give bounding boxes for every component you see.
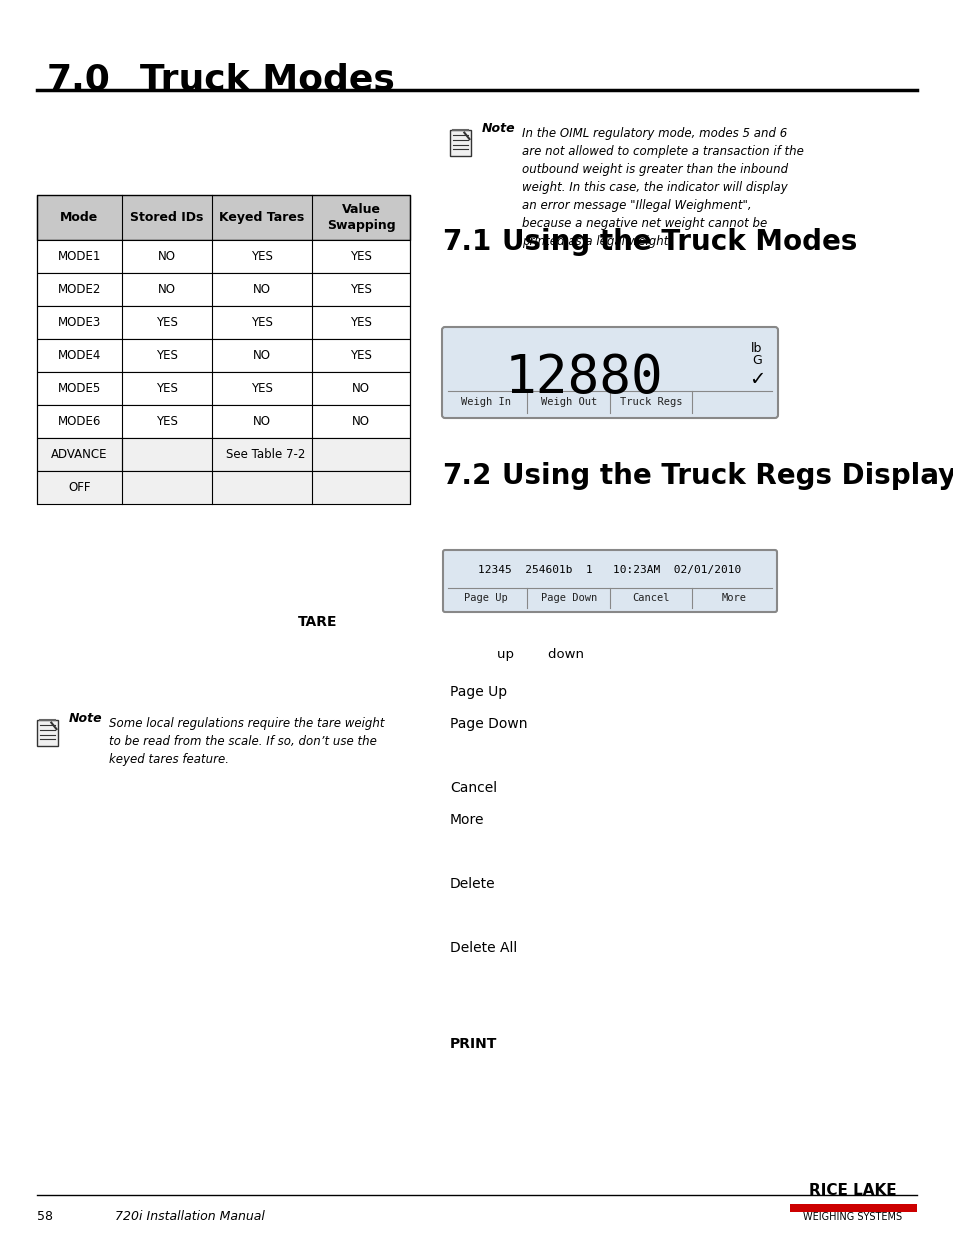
- Text: MODE1: MODE1: [58, 249, 101, 263]
- Text: Weigh In: Weigh In: [460, 396, 511, 408]
- Bar: [37, 306, 410, 338]
- Text: WEIGHING SYSTEMS: WEIGHING SYSTEMS: [802, 1212, 902, 1221]
- Bar: [37, 471, 410, 504]
- Text: ADVANCE: ADVANCE: [51, 448, 108, 461]
- Text: Cancel: Cancel: [632, 593, 669, 603]
- Text: MODE6: MODE6: [58, 415, 101, 429]
- Text: MODE3: MODE3: [58, 316, 101, 329]
- Text: YES: YES: [251, 316, 273, 329]
- Text: Using the Truck Modes: Using the Truck Modes: [501, 228, 857, 256]
- Bar: [789, 1204, 916, 1212]
- Bar: [37, 338, 410, 372]
- Text: Page Up: Page Up: [464, 593, 508, 603]
- FancyBboxPatch shape: [450, 130, 471, 156]
- Text: Page Down: Page Down: [450, 718, 527, 731]
- Text: YES: YES: [350, 249, 372, 263]
- Text: lb: lb: [751, 342, 761, 354]
- Text: Page Up: Page Up: [450, 685, 507, 699]
- Text: Delete All: Delete All: [450, 941, 517, 955]
- Text: YES: YES: [251, 249, 273, 263]
- Text: up        down: up down: [497, 648, 583, 661]
- Text: Note: Note: [69, 713, 103, 725]
- Text: YES: YES: [156, 350, 178, 362]
- Text: NO: NO: [352, 415, 370, 429]
- Text: Keyed Tares: Keyed Tares: [219, 211, 304, 224]
- Text: 12345  254601b  1   10:23AM  02/01/2010: 12345 254601b 1 10:23AM 02/01/2010: [477, 564, 740, 576]
- Text: NO: NO: [158, 249, 175, 263]
- Text: More: More: [450, 813, 484, 827]
- Text: YES: YES: [350, 283, 372, 296]
- Text: 7.2: 7.2: [441, 462, 491, 490]
- Text: Using the Truck Regs Display: Using the Truck Regs Display: [501, 462, 953, 490]
- Text: 7.1: 7.1: [441, 228, 491, 256]
- Bar: [37, 240, 410, 273]
- Text: Page Down: Page Down: [540, 593, 597, 603]
- Text: NO: NO: [253, 350, 271, 362]
- Text: Truck Regs: Truck Regs: [619, 396, 681, 408]
- Text: Some local regulations require the tare weight
to be read from the scale. If so,: Some local regulations require the tare …: [109, 718, 384, 766]
- FancyBboxPatch shape: [442, 550, 776, 613]
- Text: YES: YES: [156, 316, 178, 329]
- Text: YES: YES: [156, 415, 178, 429]
- Text: 12880: 12880: [504, 352, 662, 404]
- Text: YES: YES: [350, 316, 372, 329]
- Text: Cancel: Cancel: [450, 781, 497, 795]
- Text: YES: YES: [350, 350, 372, 362]
- FancyBboxPatch shape: [441, 327, 778, 417]
- Bar: [37, 273, 410, 306]
- Text: 720i Installation Manual: 720i Installation Manual: [115, 1210, 265, 1223]
- FancyBboxPatch shape: [37, 720, 58, 746]
- Text: NO: NO: [352, 382, 370, 395]
- Text: MODE2: MODE2: [58, 283, 101, 296]
- Text: YES: YES: [251, 382, 273, 395]
- Text: MODE4: MODE4: [58, 350, 101, 362]
- Text: Delete: Delete: [450, 877, 496, 890]
- Text: Truck Modes: Truck Modes: [140, 62, 395, 96]
- Text: MODE5: MODE5: [58, 382, 101, 395]
- Text: See Table 7-2: See Table 7-2: [226, 448, 305, 461]
- Bar: [37, 438, 410, 471]
- Text: OFF: OFF: [69, 480, 91, 494]
- Text: In the OIML regulatory mode, modes 5 and 6
are not allowed to complete a transac: In the OIML regulatory mode, modes 5 and…: [521, 127, 803, 248]
- Text: 58: 58: [37, 1210, 53, 1223]
- Text: PRINT: PRINT: [450, 1037, 497, 1051]
- Text: G: G: [751, 354, 761, 367]
- Text: Value
Swapping: Value Swapping: [326, 203, 395, 232]
- Text: Mode: Mode: [60, 211, 98, 224]
- Text: More: More: [720, 593, 745, 603]
- Text: ✓: ✓: [748, 370, 764, 389]
- Text: Note: Note: [481, 122, 515, 135]
- Text: NO: NO: [158, 283, 175, 296]
- Bar: [37, 372, 410, 405]
- Text: YES: YES: [156, 382, 178, 395]
- Text: 7.0: 7.0: [47, 62, 111, 96]
- Text: TARE: TARE: [298, 615, 337, 629]
- Text: NO: NO: [253, 283, 271, 296]
- Text: RICE LAKE: RICE LAKE: [808, 1183, 896, 1198]
- Text: Weigh Out: Weigh Out: [540, 396, 597, 408]
- Bar: [37, 195, 410, 240]
- Bar: [37, 405, 410, 438]
- Text: Stored IDs: Stored IDs: [131, 211, 204, 224]
- Text: NO: NO: [253, 415, 271, 429]
